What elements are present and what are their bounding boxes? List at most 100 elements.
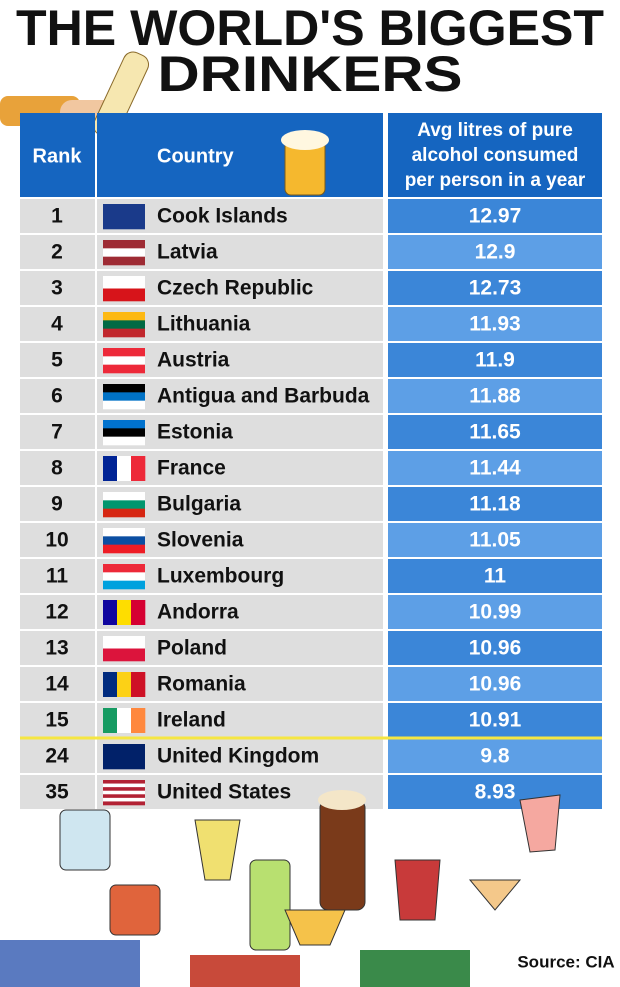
rank-cell: [20, 595, 95, 629]
value-cell: [388, 235, 602, 269]
value-cell: [388, 451, 602, 485]
flag-stripe: [103, 348, 145, 357]
value-cell: [388, 379, 602, 413]
flag-stripe: [103, 248, 145, 257]
title-line: DRINKERS: [158, 46, 463, 102]
flag-stripe: [103, 572, 145, 581]
value: 8.93: [475, 781, 516, 804]
flag-stripe: [103, 580, 145, 590]
rank: 24: [45, 745, 69, 768]
rank-cell: [20, 667, 95, 701]
flag-stripe: [103, 787, 145, 792]
column-header-line: Avg litres of pure: [417, 120, 573, 141]
rank-cell: [20, 199, 95, 233]
value: 11.88: [469, 385, 521, 408]
country: Estonia: [157, 421, 233, 444]
flag-stripe: [103, 276, 145, 289]
value: 9.8: [480, 745, 510, 768]
rank-cell: [20, 631, 95, 665]
flag-stripe: [103, 392, 145, 401]
flag-stripe: [103, 384, 145, 393]
rank-cell: [20, 523, 95, 557]
header-cell: [388, 113, 602, 197]
beer-foam-illustration: [281, 130, 329, 150]
rank: 7: [51, 421, 63, 444]
value-cell: [388, 415, 602, 449]
country: Austria: [157, 349, 230, 372]
rank: 8: [51, 457, 63, 480]
flag-stripe: [103, 256, 145, 266]
rank-cell: [20, 775, 95, 809]
rank: 5: [51, 349, 63, 372]
flag-stripe: [103, 364, 145, 374]
country: Lithuania: [157, 313, 251, 336]
flag-stripe: [103, 797, 145, 802]
flag-stripe: [103, 400, 145, 410]
value-cell: [388, 703, 602, 737]
value-cell: [388, 775, 602, 809]
rank-cell: [20, 343, 95, 377]
country: Poland: [157, 637, 227, 660]
rank: 15: [45, 709, 69, 732]
value: 10.96: [469, 637, 522, 660]
value-cell: [388, 739, 602, 773]
rank: 11: [46, 565, 69, 588]
rank-cell: [20, 487, 95, 521]
value: 11.05: [469, 529, 521, 552]
title-line: THE WORLD'S BIGGEST: [16, 0, 604, 56]
value: 11.93: [469, 313, 520, 336]
rank-cell: [20, 703, 95, 737]
country: United States: [157, 781, 291, 804]
value: 10.99: [469, 601, 522, 624]
value-cell: [388, 523, 602, 557]
flag-stripe: [103, 600, 118, 625]
column-header-line: per person in a year: [405, 170, 586, 191]
country: Antigua and Barbuda: [157, 385, 370, 408]
flag-stripe: [103, 312, 145, 321]
value-cell: [388, 343, 602, 377]
flag-stripe: [131, 708, 146, 733]
value-cell: [388, 559, 602, 593]
rank-cell: [20, 739, 95, 773]
flag-stripe: [103, 420, 145, 429]
flag-stripe: [103, 564, 145, 573]
column-header: Country: [157, 145, 235, 167]
value-cell: [388, 667, 602, 701]
rank: 12: [45, 601, 68, 624]
flag-stripe: [117, 456, 132, 481]
rank-cell: [20, 379, 95, 413]
header-cell: [20, 113, 95, 197]
flag-stripe: [117, 672, 132, 697]
value: 11.44: [469, 457, 521, 480]
source: Source: CIA: [517, 952, 614, 971]
flag-stripe: [103, 544, 145, 554]
rank: 2: [51, 241, 63, 264]
flag-stripe: [131, 456, 146, 481]
rank: 13: [45, 637, 68, 660]
flag-stripe: [103, 794, 145, 799]
value: 11.18: [469, 493, 521, 516]
flag-stripe: [103, 801, 145, 806]
flag-stripe: [103, 636, 145, 649]
flag-stripe: [103, 500, 145, 509]
value-cell: [388, 199, 602, 233]
value: 10.91: [469, 709, 522, 732]
flag-stripe: [103, 536, 145, 545]
value-cell: [388, 631, 602, 665]
country: Romania: [157, 673, 246, 696]
rank-cell: [20, 307, 95, 341]
flag-stripe: [103, 708, 118, 733]
drinks-illustration: [0, 790, 561, 987]
value-cell: [388, 487, 602, 521]
flag-stripe: [103, 288, 145, 302]
value: 12.97: [469, 205, 522, 228]
flag-stripe: [103, 672, 118, 697]
flag-stripe: [103, 508, 145, 518]
flag-stripe: [103, 783, 145, 788]
flag-stripe: [131, 600, 146, 625]
flag-stripe: [103, 492, 145, 501]
flag-stripe: [103, 204, 145, 230]
flag-stripe: [103, 320, 145, 329]
country: United Kingdom: [157, 745, 319, 768]
